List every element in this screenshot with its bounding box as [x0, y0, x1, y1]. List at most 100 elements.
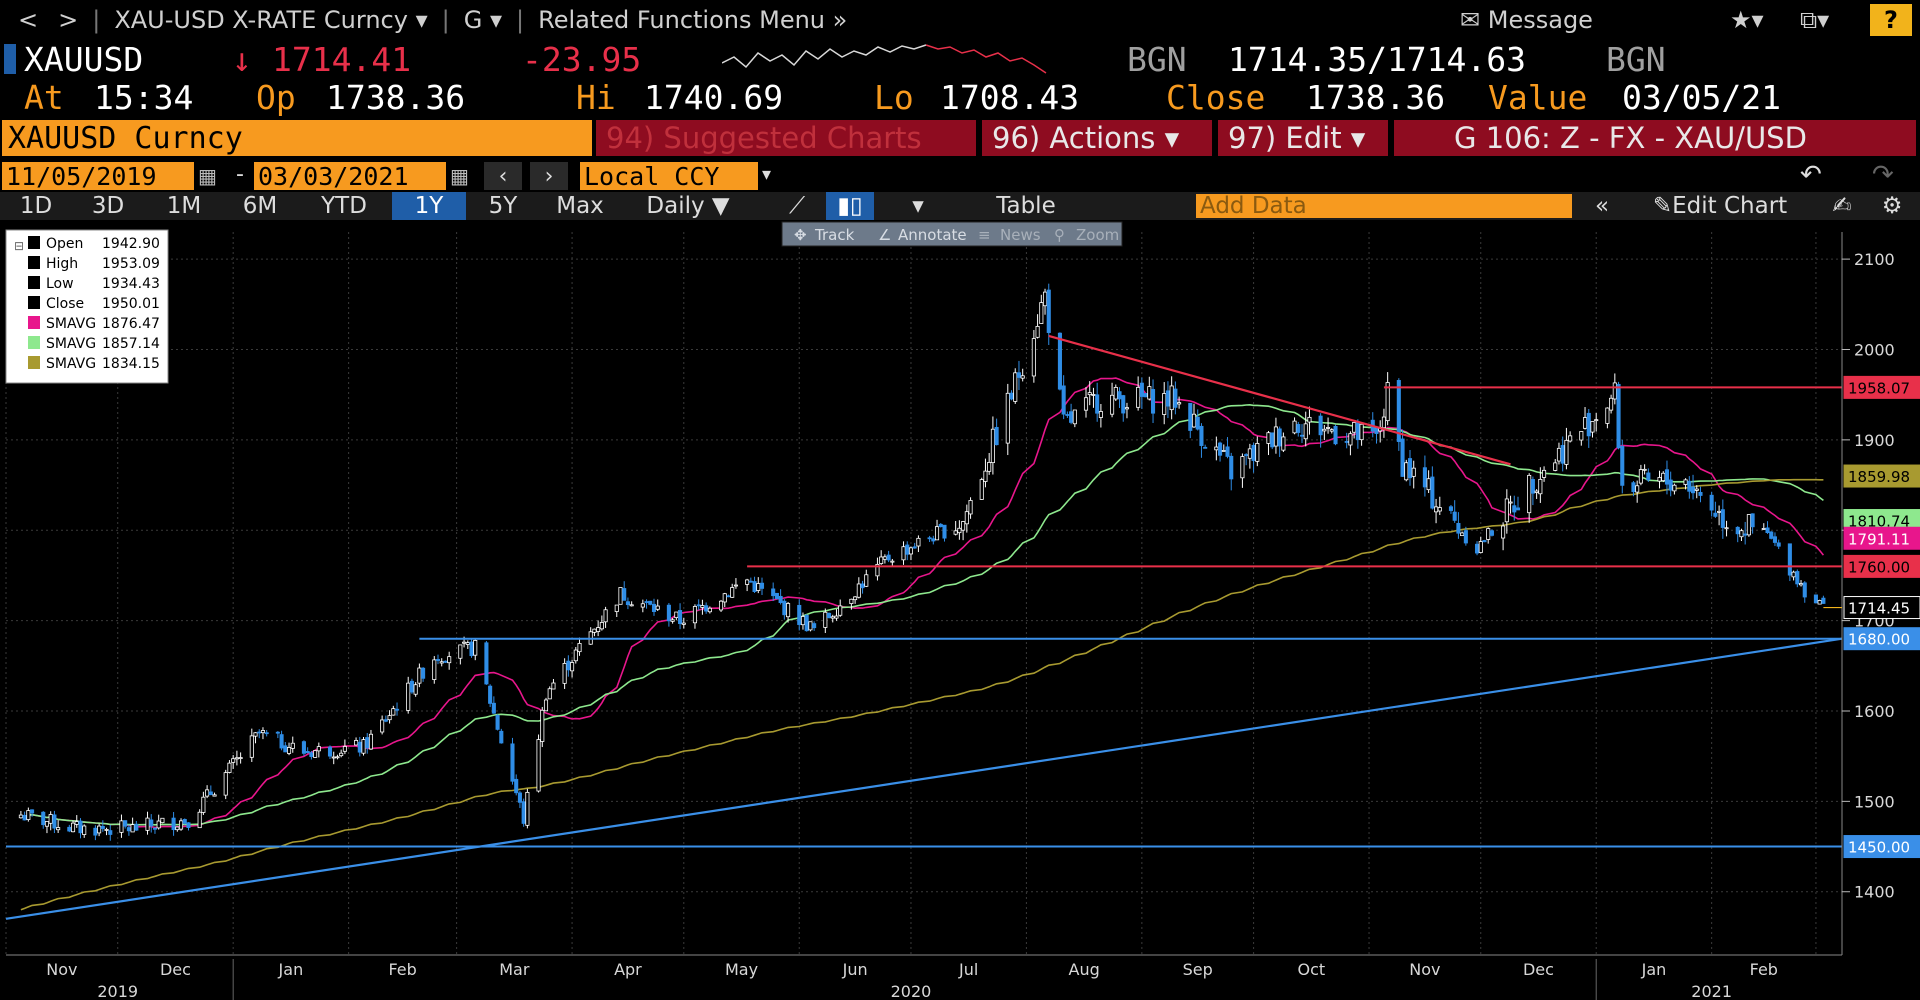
candle-body [1143, 393, 1148, 398]
candle-body [201, 796, 206, 813]
candle-body [856, 583, 861, 598]
candle-body [596, 627, 601, 632]
candle-body [1355, 421, 1360, 440]
sparkline-up [722, 44, 927, 69]
candle-body [718, 600, 724, 611]
back-button[interactable]: < [18, 6, 39, 34]
candle-body [365, 737, 370, 749]
candle-body [1798, 583, 1804, 586]
pencil-icon: ✎ [1652, 193, 1673, 219]
x-tick-label: Dec [1523, 960, 1554, 979]
calendar-icon[interactable]: ▦ [450, 164, 469, 188]
candle-body [1150, 389, 1156, 414]
help-button[interactable]: ? [1870, 4, 1912, 36]
candle-body [257, 731, 262, 734]
zoom-tool[interactable]: Zoom [1076, 226, 1119, 244]
candle-body [123, 820, 128, 827]
news-tool[interactable]: News [1000, 226, 1041, 244]
timeframe-6m[interactable]: 6M [242, 193, 278, 219]
trend-line[interactable] [1048, 334, 1511, 466]
end-date-input[interactable]: 03/03/2021 [254, 162, 446, 191]
track-tool[interactable]: Track [814, 226, 855, 244]
year-label: 2019 [97, 982, 138, 1000]
message-button[interactable]: ✉ Message [1450, 6, 1603, 34]
chart-name[interactable]: G 106: Z - FX - XAU/USD [1394, 120, 1916, 156]
forward-button[interactable]: > [58, 6, 79, 34]
currency-select[interactable]: Local CCY [580, 162, 758, 191]
add-data-input[interactable]: Add Data [1196, 193, 1572, 219]
timeframe-1y[interactable]: 1Y [392, 192, 466, 220]
candle-body [1772, 536, 1778, 543]
related-functions-menu[interactable]: Related Functions Menu » [528, 6, 857, 34]
candle-body [1348, 433, 1353, 446]
table-button[interactable]: Table [996, 193, 1056, 219]
candle-body [1713, 512, 1718, 517]
candle-body [1672, 484, 1677, 492]
candle-body [666, 604, 671, 622]
function-g-menu[interactable]: G ▾ [454, 6, 512, 34]
candle-body [1769, 531, 1774, 539]
candle-body [1456, 522, 1461, 534]
gear-icon[interactable]: ⚙ [1881, 193, 1903, 219]
timeframe-1m[interactable]: 1M [166, 193, 202, 219]
calendar-icon[interactable]: ▦ [198, 164, 217, 188]
legend-label: SMAVG [46, 316, 96, 332]
candle-body [1195, 416, 1200, 430]
start-date-input[interactable]: 11/05/2019 [2, 162, 194, 191]
y-tick-label: 1500 [1854, 792, 1895, 811]
chevron-down-icon[interactable]: ▾ [762, 164, 772, 185]
next-period-button[interactable]: › [530, 162, 568, 190]
timeframe-1d[interactable]: 1D [19, 193, 53, 219]
candle-body [931, 538, 936, 542]
edit-chart-button[interactable]: ✎ Edit Chart [1630, 192, 1810, 220]
security-menu[interactable]: XAU-USD X-RATE Curncy ▾ [104, 6, 437, 34]
y-axis: 14001500160017001800190020002100 [1841, 232, 1895, 955]
x-tick-label: Jul [958, 960, 978, 979]
candle-body [44, 821, 50, 827]
candle-body [1221, 450, 1226, 452]
candle-body [1631, 482, 1636, 493]
price-tag-text: 1810.74 [1848, 513, 1910, 531]
candle-body [1664, 469, 1670, 485]
candlestick-icon[interactable]: ▮▯ [826, 192, 874, 220]
edit-button[interactable]: 97) Edit ▾ [1218, 120, 1388, 156]
timeframe-max[interactable]: Max [556, 193, 604, 219]
function-g-label: G [463, 6, 483, 34]
suggested-charts-button[interactable]: 94) Suggested Charts [596, 120, 976, 156]
chart-type-dropdown[interactable]: ▾ [912, 193, 924, 219]
candle-body [368, 733, 374, 750]
prev-period-button[interactable]: ‹ [484, 162, 522, 190]
undo-icon[interactable]: ↶ [1800, 160, 1822, 190]
legend-swatch [28, 296, 40, 309]
candle-body [1761, 528, 1766, 530]
price-chart[interactable]: 14001500160017001800190020002100 NovDecJ… [0, 220, 1920, 1000]
window-button[interactable]: ⧉▾ [1790, 6, 1839, 34]
timeframe-ytd[interactable]: YTD [321, 193, 367, 219]
legend-label: Close [46, 296, 84, 312]
annotation-edit-icon[interactable]: ✍ [1832, 193, 1852, 219]
candle-body [1746, 514, 1751, 536]
candle-body [1385, 382, 1390, 422]
trend-line[interactable] [5, 637, 1843, 920]
candle-body [231, 758, 236, 763]
collapse-legend-icon[interactable]: ⊟ [14, 239, 24, 253]
candle-body [1564, 439, 1569, 465]
star-icon: ★▾ [1730, 6, 1764, 34]
close-label: Close [1166, 77, 1266, 117]
candle-body [540, 709, 545, 742]
timeframe-5y[interactable]: 5Y [488, 193, 518, 219]
chart-area[interactable]: 14001500160017001800190020002100 NovDecJ… [0, 220, 1920, 1000]
timeframe-3d[interactable]: 3D [91, 193, 125, 219]
annotate-tool[interactable]: Annotate [898, 226, 967, 244]
actions-button[interactable]: 96) Actions ▾ [982, 120, 1212, 156]
redo-icon[interactable]: ↷ [1872, 160, 1894, 190]
candle-body [838, 605, 843, 616]
favorite-button[interactable]: ★▾ [1720, 6, 1774, 34]
periodicity-select[interactable]: Daily ▼ [646, 193, 730, 219]
legend-label: Low [46, 276, 74, 292]
line-chart-icon[interactable]: ⟋ [788, 193, 806, 219]
security-input[interactable]: XAUUSD Curncy [2, 120, 592, 156]
legend-value: 1857.14 [102, 336, 160, 352]
candle-body [771, 588, 776, 597]
collapse-icon[interactable]: « [1594, 193, 1610, 219]
